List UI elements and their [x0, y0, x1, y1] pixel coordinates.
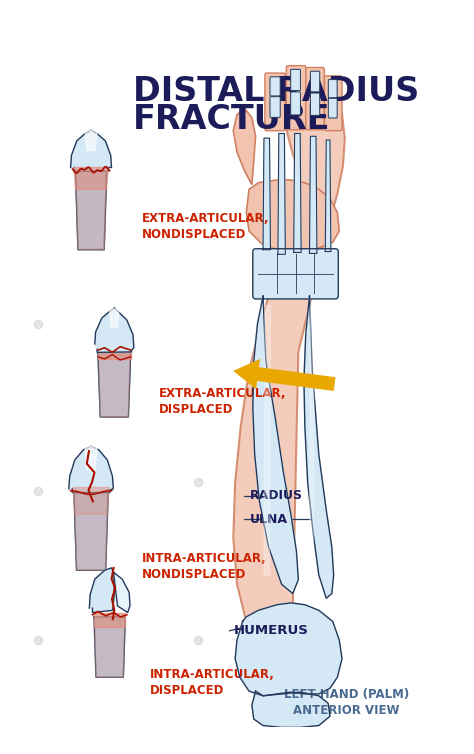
Text: DISTAL RADIUS: DISTAL RADIUS: [133, 75, 419, 108]
FancyBboxPatch shape: [270, 77, 280, 96]
Polygon shape: [95, 308, 134, 352]
Polygon shape: [304, 296, 334, 598]
Polygon shape: [85, 446, 97, 470]
FancyBboxPatch shape: [265, 73, 285, 130]
FancyBboxPatch shape: [291, 92, 301, 115]
FancyBboxPatch shape: [291, 69, 301, 90]
FancyBboxPatch shape: [328, 80, 337, 98]
Text: FRACTURE: FRACTURE: [133, 103, 330, 136]
FancyBboxPatch shape: [310, 93, 320, 115]
FancyBboxPatch shape: [306, 68, 324, 130]
Polygon shape: [69, 446, 113, 492]
Polygon shape: [252, 691, 330, 728]
Polygon shape: [94, 617, 125, 677]
Polygon shape: [294, 133, 301, 253]
Polygon shape: [85, 130, 97, 151]
Text: EXTRA-ARTICULAR,
DISPLACED: EXTRA-ARTICULAR, DISPLACED: [159, 388, 286, 416]
Polygon shape: [235, 603, 342, 696]
Polygon shape: [263, 138, 271, 250]
Polygon shape: [278, 133, 285, 254]
Polygon shape: [253, 296, 298, 593]
Polygon shape: [74, 492, 108, 570]
Text: LEFT HAND (PALM)
ANTERIOR VIEW: LEFT HAND (PALM) ANTERIOR VIEW: [284, 688, 410, 717]
FancyBboxPatch shape: [286, 66, 306, 130]
Polygon shape: [71, 130, 111, 171]
Polygon shape: [90, 568, 114, 612]
Text: EXTRA-ARTICULAR,
NONDISPLACED: EXTRA-ARTICULAR, NONDISPLACED: [142, 213, 270, 241]
Text: ULNA: ULNA: [250, 513, 288, 526]
Polygon shape: [94, 612, 125, 627]
Text: INTRA-ARTICULAR,
DISPLACED: INTRA-ARTICULAR, DISPLACED: [150, 668, 274, 697]
Text: INTRA-ARTICULAR,
NONDISPLACED: INTRA-ARTICULAR, NONDISPLACED: [142, 552, 267, 581]
Polygon shape: [74, 167, 108, 189]
Polygon shape: [73, 488, 109, 514]
Polygon shape: [233, 71, 345, 696]
FancyBboxPatch shape: [253, 249, 338, 299]
Polygon shape: [75, 514, 107, 570]
Polygon shape: [98, 352, 131, 417]
Polygon shape: [109, 309, 119, 328]
FancyArrowPatch shape: [233, 359, 336, 391]
FancyBboxPatch shape: [310, 71, 320, 92]
Polygon shape: [325, 140, 331, 252]
FancyBboxPatch shape: [270, 97, 280, 118]
Polygon shape: [99, 359, 130, 417]
Polygon shape: [95, 627, 125, 677]
Text: RADIUS: RADIUS: [250, 489, 303, 502]
Polygon shape: [246, 180, 339, 250]
Polygon shape: [98, 349, 131, 359]
FancyBboxPatch shape: [328, 98, 337, 118]
Polygon shape: [264, 305, 271, 575]
Polygon shape: [75, 171, 107, 250]
FancyBboxPatch shape: [324, 76, 342, 130]
Polygon shape: [114, 572, 130, 612]
Polygon shape: [310, 305, 314, 566]
Text: HUMERUS: HUMERUS: [233, 624, 308, 637]
Polygon shape: [76, 189, 106, 250]
Polygon shape: [310, 136, 317, 253]
Polygon shape: [233, 109, 255, 185]
